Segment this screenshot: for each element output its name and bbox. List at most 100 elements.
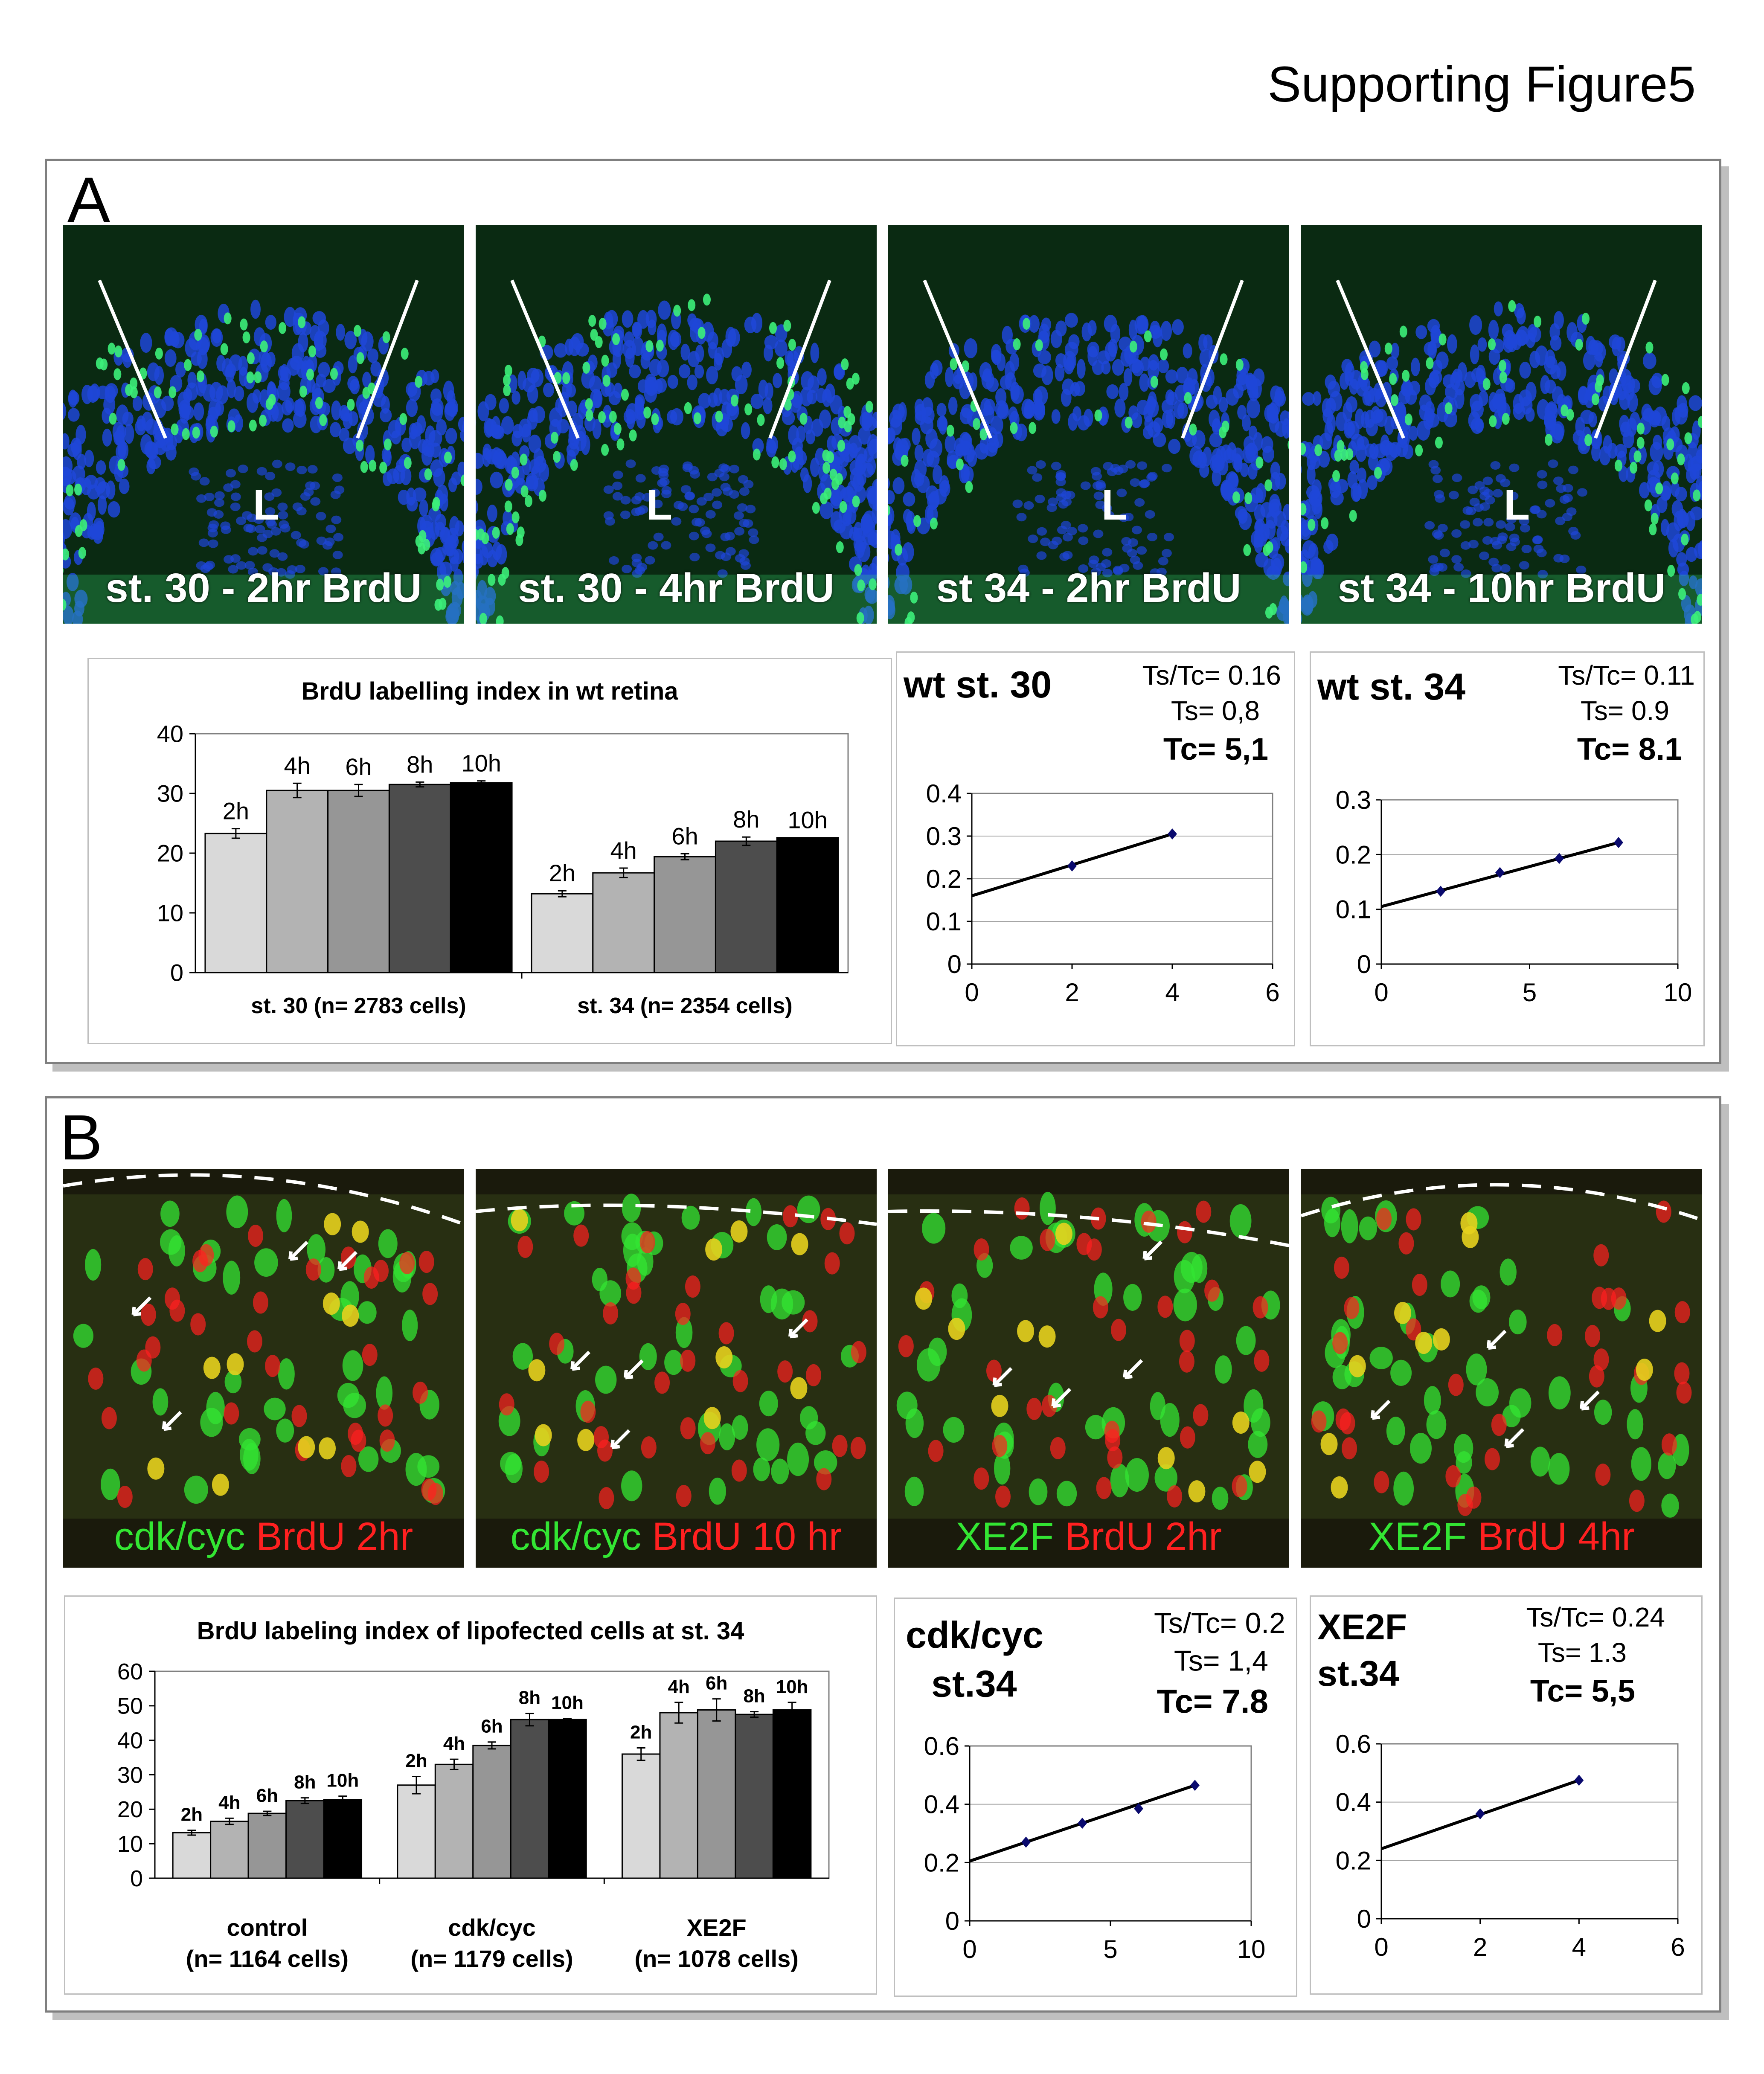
- nucleus-mark: [1689, 464, 1700, 480]
- nucleus-mark: [758, 379, 768, 399]
- nucleus-mark: [177, 391, 190, 412]
- double-labelled-cell-mark: [203, 1357, 221, 1379]
- lens-cell-mark: [1048, 540, 1058, 549]
- brdu-cell-mark: [570, 459, 578, 471]
- lens-cell-mark: [1101, 504, 1112, 513]
- brdu-cell-mark: [117, 459, 125, 471]
- micrograph-a2: L st. 30 - 4hr BrdU: [476, 225, 877, 624]
- chart-b-bar: BrdU labeling index of lipofected cells …: [64, 1595, 877, 1995]
- lens-cell-mark: [720, 532, 731, 541]
- brdu-cell-mark: [779, 458, 787, 471]
- tc-value: Tc= 5,5: [1530, 1673, 1635, 1708]
- brdu-cell-mark: [356, 439, 364, 452]
- tissue-region: [63, 1194, 464, 1519]
- red-cell-mark: [265, 1355, 281, 1377]
- red-cell-mark: [1585, 1325, 1601, 1347]
- nucleus-mark: [234, 386, 244, 401]
- lens-cell-mark: [1090, 467, 1101, 476]
- nucleus-mark: [336, 323, 345, 341]
- brdu-cell-mark: [1498, 360, 1506, 372]
- brdu-cell-mark: [824, 488, 832, 500]
- brdu-cell-mark: [384, 438, 392, 450]
- nucleus-mark: [592, 419, 602, 439]
- red-cell-mark: [680, 1349, 696, 1372]
- bar-label: 10h: [326, 1770, 359, 1791]
- nucleus-mark: [1369, 340, 1381, 357]
- brdu-cell-mark: [268, 394, 276, 406]
- lens-cell-mark: [1519, 561, 1529, 570]
- nucleus-mark: [1688, 395, 1702, 411]
- lens-cell-mark: [1035, 460, 1046, 469]
- x-tick-label: 10: [1237, 1935, 1266, 1964]
- brdu-cell-mark: [841, 358, 849, 371]
- green-cell-mark: [1123, 1284, 1142, 1311]
- brdu-cell-mark: [506, 523, 514, 535]
- ts-tc-ratio: Ts/Tc= 0.16: [1142, 660, 1282, 691]
- brdu-cell-mark: [379, 462, 387, 474]
- brdu-cell-mark: [697, 327, 706, 339]
- double-labelled-cell-mark: [1249, 1461, 1266, 1483]
- nucleus-mark: [1227, 442, 1237, 461]
- lens-cell-mark: [1537, 570, 1548, 579]
- nucleus-mark: [118, 441, 129, 460]
- chart-b-line2-svg: XE2F st.34 Ts/Tc= 0.24 Ts= 1.3 Tc= 5,5 0 0.2 0.…: [1317, 1602, 1685, 1961]
- red-cell-mark: [777, 1360, 793, 1383]
- lens-cell-mark: [241, 511, 252, 520]
- double-labelled-cell-mark: [227, 1353, 244, 1376]
- brdu-cell-mark: [492, 526, 500, 539]
- lens-cell-mark: [331, 567, 341, 576]
- nucleus-mark: [483, 418, 494, 438]
- micrograph-a2-image: [476, 225, 877, 624]
- nucleus-mark: [1010, 385, 1024, 404]
- nucleus-mark: [624, 331, 634, 347]
- lens-cell-mark: [272, 459, 282, 468]
- nucleus-mark: [811, 418, 824, 437]
- brdu-cell-mark: [254, 371, 262, 383]
- bar-label: 8h: [743, 1686, 765, 1707]
- guide-line-left: [510, 279, 580, 439]
- brdu-cell-mark: [601, 354, 609, 367]
- nucleus-mark: [225, 364, 235, 383]
- nucleus-mark: [1647, 461, 1659, 475]
- nucleus-mark: [852, 528, 866, 543]
- group-count-label: (n= 1078 cells): [634, 1945, 798, 1972]
- arrow-icon: [788, 1318, 808, 1339]
- green-cell-mark: [664, 1350, 683, 1375]
- nucleus-mark: [766, 435, 779, 454]
- red-cell-mark: [995, 1485, 1011, 1508]
- red-cell-mark: [782, 1205, 798, 1228]
- nucleus-mark: [1695, 449, 1702, 464]
- lens-cell-mark: [1139, 479, 1150, 488]
- arrow-icon: [1580, 1390, 1600, 1411]
- lens-cell-mark: [189, 467, 199, 476]
- nucleus-mark: [210, 328, 223, 347]
- brdu-cell-mark: [1566, 409, 1574, 421]
- caption-red-label: BrdU 4hr: [1477, 1515, 1635, 1558]
- nucleus-mark: [1302, 392, 1315, 406]
- red-cell-mark: [1595, 1464, 1611, 1486]
- brdu-cell-mark: [1390, 394, 1398, 407]
- nucleus-mark: [658, 300, 671, 320]
- lens-cell-mark: [1491, 564, 1502, 572]
- nucleus-mark: [238, 356, 248, 376]
- brdu-cell-mark: [96, 357, 104, 369]
- nucleus-mark: [318, 362, 330, 378]
- nucleus-mark: [1648, 412, 1660, 427]
- nucleus-mark: [860, 564, 871, 584]
- brdu-cell-mark: [1681, 533, 1689, 546]
- green-cell-mark: [1341, 1209, 1358, 1243]
- group-label: cdk/cyc: [448, 1914, 536, 1941]
- nucleus-mark: [1024, 399, 1035, 419]
- green-cell-mark: [1658, 1452, 1676, 1479]
- red-cell-mark: [839, 1222, 855, 1245]
- nucleus-mark: [731, 366, 742, 382]
- y-tick-label: 0.6: [924, 1732, 959, 1760]
- lens-cell-mark: [642, 493, 653, 502]
- lens-cell-mark: [1432, 474, 1443, 483]
- nucleus-mark: [1157, 359, 1169, 374]
- nucleus-mark: [1301, 517, 1307, 534]
- lens-cell-mark: [673, 501, 684, 510]
- nucleus-mark: [820, 501, 834, 519]
- y-tick-label: 0.4: [1336, 1788, 1371, 1817]
- lens-cell-mark: [689, 532, 699, 540]
